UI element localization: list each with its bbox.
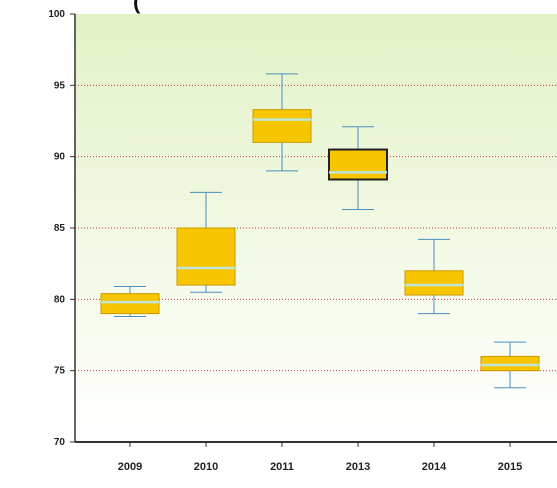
box-2015 [480,341,540,389]
x-tick-label: 2011 [270,461,294,473]
box-2010 [176,191,236,293]
iqr-box [100,293,160,315]
iqr-box [328,148,388,181]
box-2014 [404,238,464,315]
x-tick-label: 2009 [118,461,142,473]
x-tick-label: 2015 [498,461,522,473]
x-tick-label: 2010 [194,461,218,473]
iqr-box [252,109,312,143]
box-2009 [100,285,160,317]
y-tick-label: 85 [54,223,66,234]
y-tick-label: 100 [48,9,65,20]
y-tick-label: 95 [54,80,66,91]
x-tick-label: 2013 [346,461,370,473]
box-2013 [328,126,388,210]
y-tick-label: 90 [54,152,66,163]
box-2011 [252,73,312,172]
y-tick-label: 70 [54,437,66,448]
y-tick-label: 75 [54,366,66,377]
iqr-box [176,227,236,286]
chart-title: ( [133,0,141,14]
y-tick-label: 80 [54,294,66,305]
x-tick-label: 2014 [422,461,447,473]
iqr-box [480,355,540,372]
iqr-box [404,270,464,296]
